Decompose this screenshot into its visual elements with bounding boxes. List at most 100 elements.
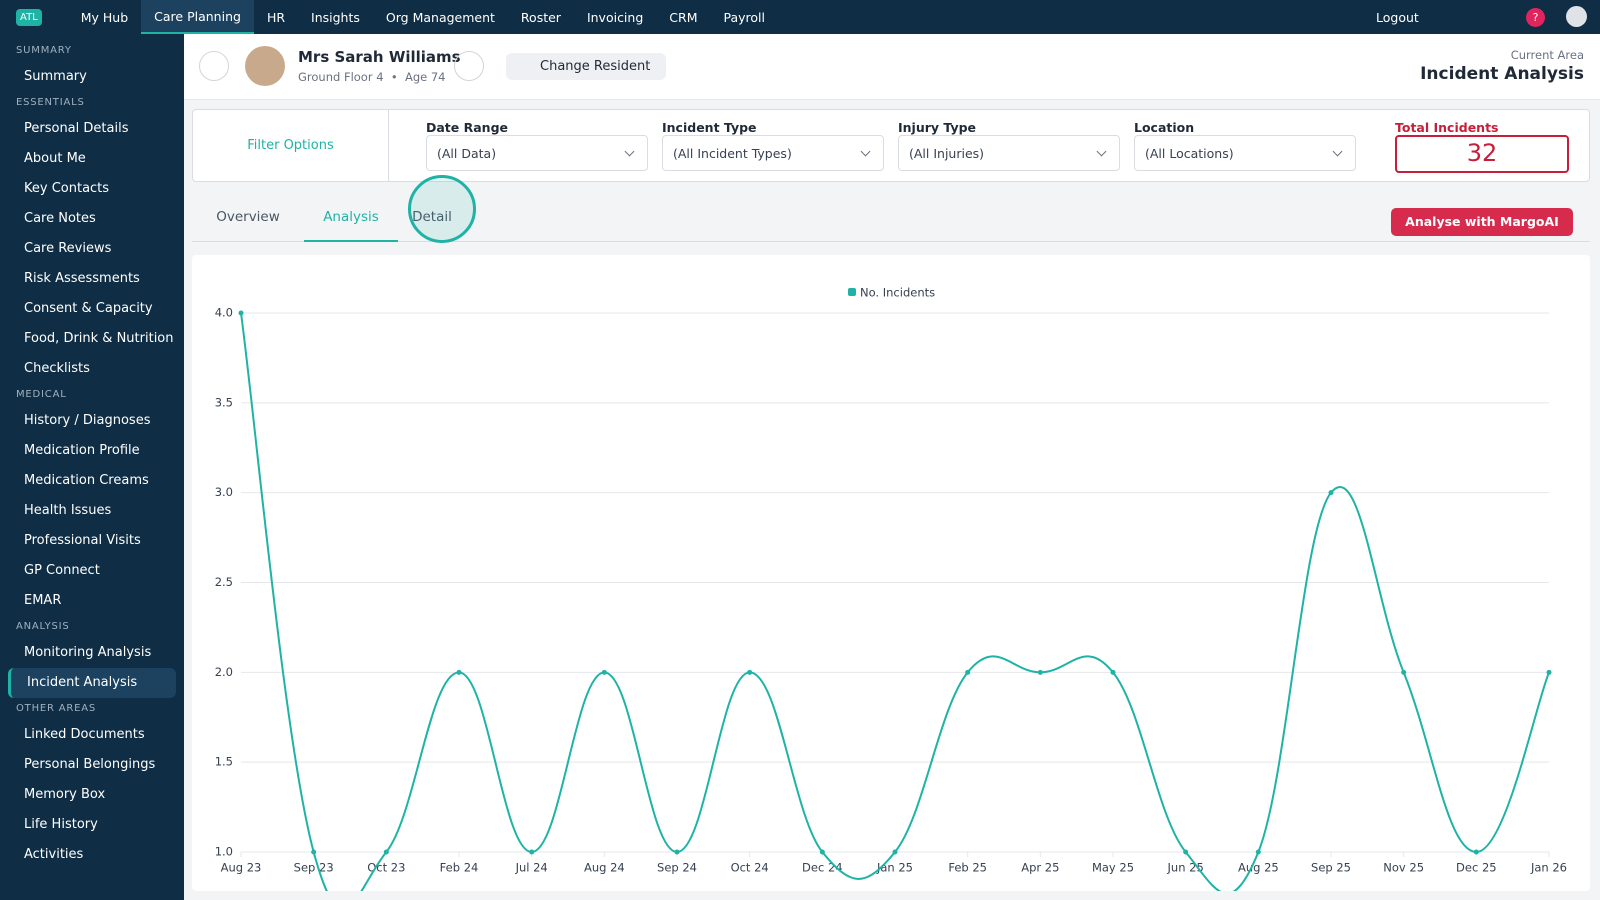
- sidebar-item[interactable]: Care Reviews: [24, 241, 112, 256]
- tab[interactable]: Overview: [216, 209, 280, 225]
- sidebar-item[interactable]: Medication Profile: [24, 443, 140, 458]
- data-point: [1546, 669, 1552, 675]
- x-tick-label: Sep 23: [294, 861, 334, 875]
- filter-select[interactable]: (All Data): [426, 135, 648, 171]
- nav-item[interactable]: Care Planning: [141, 0, 254, 34]
- filter-bar: Filter Options Total Incidents 32 Date R…: [192, 109, 1590, 182]
- legend-swatch: [848, 288, 856, 296]
- sidebar-item[interactable]: Personal Details: [24, 121, 129, 136]
- y-tick-label: 2.0: [215, 665, 233, 679]
- x-tick-label: Sep 25: [1311, 861, 1351, 875]
- data-point: [456, 669, 462, 675]
- logo[interactable]: ATL: [16, 8, 42, 26]
- click-indicator: [408, 175, 476, 243]
- filter-label: Incident Type: [662, 120, 757, 135]
- prev-button[interactable]: [199, 51, 229, 81]
- sidebar-item[interactable]: Monitoring Analysis: [24, 645, 152, 660]
- series-line: [240, 312, 1550, 900]
- resident-header: Mrs Sarah Williams Ground Floor 4 • Age …: [184, 34, 1600, 100]
- total-value: 32: [1395, 135, 1569, 173]
- tab[interactable]: Analysis: [304, 209, 398, 242]
- data-point: [1037, 669, 1043, 675]
- x-tick-label: Aug 24: [584, 861, 625, 875]
- y-tick-label: 1.5: [215, 755, 233, 769]
- y-tick-label: 3.5: [215, 395, 233, 409]
- nav-item[interactable]: Payroll: [723, 9, 765, 25]
- analyse-button[interactable]: Analyse with MargoAI: [1391, 208, 1573, 236]
- y-tick-label: 1.0: [215, 845, 233, 859]
- x-tick-label: Jan 26: [1530, 861, 1567, 875]
- sidebar-item[interactable]: Memory Box: [24, 787, 106, 802]
- sidebar-item[interactable]: Checklists: [24, 361, 90, 376]
- nav-item[interactable]: Org Management: [385, 9, 495, 25]
- sidebar-item[interactable]: Health Issues: [24, 503, 112, 518]
- sidebar-item[interactable]: Summary: [24, 69, 87, 84]
- nav-item[interactable]: HR: [266, 9, 286, 25]
- nav-item[interactable]: CRM: [669, 9, 698, 25]
- sidebar-item[interactable]: Personal Belongings: [24, 757, 156, 772]
- nav-item[interactable]: My Hub: [80, 9, 129, 25]
- sidebar-item[interactable]: Consent & Capacity: [24, 301, 153, 316]
- label: Filter Options: [247, 138, 334, 153]
- resident-name: Mrs Sarah Williams: [298, 48, 461, 66]
- age: Age 74: [404, 70, 446, 84]
- resident-photo: [245, 46, 285, 86]
- sidebar: SUMMARY Summary ESSENTIALS Personal Details…: [0, 34, 184, 900]
- sidebar-heading: MEDICAL: [16, 389, 67, 400]
- nav-item[interactable]: Roster: [520, 9, 561, 25]
- change-resident-button[interactable]: Change Resident: [506, 53, 667, 80]
- filter-label: Injury Type: [898, 120, 977, 135]
- x-tick-label: Jul 24: [515, 861, 548, 875]
- help-button[interactable]: ?: [1526, 8, 1545, 27]
- sidebar-item[interactable]: GP Connect: [24, 563, 100, 578]
- filter-options[interactable]: Filter Options: [193, 110, 389, 181]
- data-point: [1110, 669, 1116, 675]
- sidebar-item[interactable]: Life History: [24, 817, 98, 832]
- y-tick-label: 3.0: [215, 485, 233, 499]
- sidebar-item[interactable]: Risk Assessments: [24, 271, 140, 286]
- sidebar-item[interactable]: Activities: [24, 847, 84, 862]
- nav-item[interactable]: Invoicing: [586, 9, 644, 25]
- sidebar-item[interactable]: Linked Documents: [24, 727, 145, 742]
- data-point: [601, 669, 607, 675]
- filter-select[interactable]: (All Locations): [1134, 135, 1356, 171]
- sidebar-item[interactable]: EMAR: [24, 593, 62, 608]
- top-nav: ATL My Hub Care Planning HR Insights Org Man…: [0, 0, 1600, 34]
- sidebar-heading: SUMMARY: [16, 45, 72, 56]
- user-avatar[interactable]: [1566, 6, 1587, 27]
- current-area-title: Incident Analysis: [1420, 64, 1584, 84]
- x-tick-label: Aug 23: [221, 861, 262, 875]
- sidebar-item[interactable]: Incident Analysis: [8, 668, 176, 698]
- x-tick-label: May 25: [1092, 861, 1134, 875]
- sidebar-item[interactable]: Professional Visits: [24, 533, 141, 548]
- legend-label: No. Incidents: [860, 286, 935, 300]
- sidebar-item[interactable]: Food, Drink & Nutrition: [24, 331, 174, 346]
- filter-label: Date Range: [426, 120, 509, 135]
- filter-select[interactable]: (All Injuries): [898, 135, 1120, 171]
- sidebar-heading: ANALYSIS: [16, 621, 70, 632]
- data-point: [674, 849, 680, 855]
- sidebar-item[interactable]: About Me: [24, 151, 86, 166]
- sidebar-item[interactable]: Care Notes: [24, 211, 96, 226]
- resident-details: Ground Floor 4 • Age 74: [298, 70, 446, 84]
- nav-item[interactable]: Insights: [311, 9, 360, 25]
- data-point: [819, 849, 825, 855]
- data-point: [238, 310, 244, 316]
- next-button[interactable]: [454, 51, 484, 81]
- data-point: [1401, 669, 1407, 675]
- label: Change Resident: [540, 59, 651, 74]
- total-label: Total Incidents: [1395, 120, 1499, 135]
- chart-card: 1.0 1.5 2.0 2.5 3.0 3.5 4.0 Aug 23 Sep 23 Oct 23 F…: [192, 255, 1590, 900]
- x-tick-label: Sep 24: [657, 861, 697, 875]
- sidebar-item[interactable]: Medication Creams: [24, 473, 149, 488]
- data-point: [892, 849, 898, 855]
- data-point: [311, 849, 317, 855]
- x-tick-label: Apr 25: [1021, 861, 1059, 875]
- data-point: [1183, 849, 1189, 855]
- logout[interactable]: Logout: [1376, 10, 1419, 25]
- data-point: [965, 669, 971, 675]
- sidebar-item[interactable]: Key Contacts: [24, 181, 110, 196]
- sidebar-item[interactable]: History / Diagnoses: [24, 413, 151, 428]
- filter-select[interactable]: (All Incident Types): [662, 135, 884, 171]
